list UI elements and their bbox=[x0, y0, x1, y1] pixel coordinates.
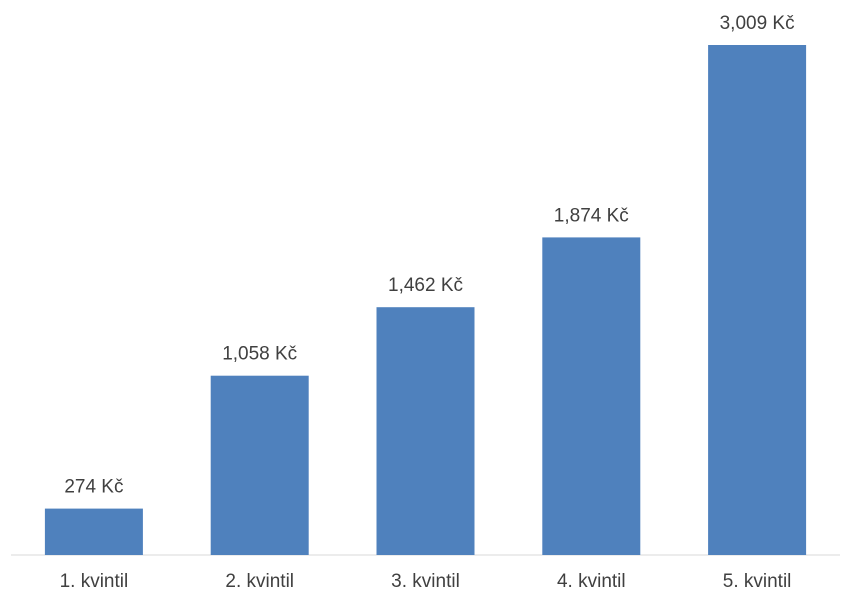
x-tick-label-3: 3. kvintil bbox=[391, 571, 460, 592]
data-label-3: 1,462 Kč bbox=[388, 275, 463, 296]
bar-3 bbox=[376, 307, 475, 555]
data-label-4: 1,874 Kč bbox=[554, 205, 629, 226]
x-tick-label-2: 2. kvintil bbox=[225, 571, 294, 592]
x-tick-labels-group: 1. kvintil 2. kvintil 3. kvintil 4. kvintil… bbox=[60, 571, 792, 592]
x-tick-label-4: 4. kvintil bbox=[557, 571, 626, 592]
x-tick-label-1: 1. kvintil bbox=[60, 571, 129, 592]
bar-4 bbox=[542, 237, 641, 555]
bar-2 bbox=[210, 375, 309, 555]
x-tick-label-5: 5. kvintil bbox=[723, 571, 792, 592]
data-label-2: 1,058 Kč bbox=[222, 344, 297, 365]
data-label-5: 3,009 Kč bbox=[720, 13, 795, 34]
bars-group bbox=[44, 45, 807, 555]
bar-5 bbox=[708, 45, 807, 555]
data-labels-group: 274 Kč 1,058 Kč 1,462 Kč 1,874 Kč 3,009 Kč bbox=[64, 13, 794, 498]
bar-1 bbox=[44, 508, 143, 555]
data-label-1: 274 Kč bbox=[64, 477, 123, 498]
